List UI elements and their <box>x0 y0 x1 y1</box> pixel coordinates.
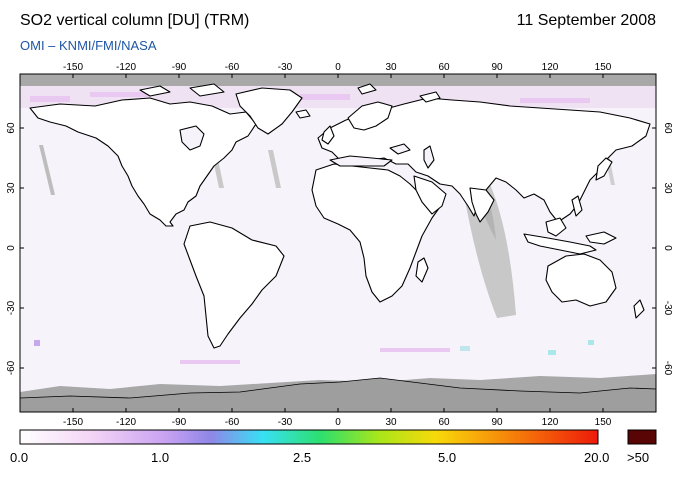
colorbar-overflow-label: >50 <box>627 450 650 465</box>
arctic-island-2 <box>189 83 225 97</box>
lon-tick-label-top: 150 <box>595 62 612 73</box>
africa <box>311 163 443 303</box>
arctic-island-1 <box>139 85 171 97</box>
colorbar-overflow-swatch <box>627 429 657 445</box>
hudson-bay <box>179 125 205 151</box>
lat-tick-label-left: -60 <box>6 360 17 375</box>
black-sea <box>389 143 411 155</box>
lon-tick-label-top: 30 <box>385 62 397 73</box>
madagascar <box>415 257 429 283</box>
lon-tick-label-bottom: -60 <box>225 417 240 428</box>
lon-ticks-top: -150 -120 -90 -60 -30 0 30 60 90 120 150 <box>63 62 612 78</box>
colorbar-tick-label: 2.5 <box>293 450 312 465</box>
lon-tick-label-top: -150 <box>63 62 83 73</box>
lon-tick-label-top: 90 <box>491 62 503 73</box>
lon-tick-label-bottom: -90 <box>172 417 187 428</box>
antarctica <box>20 377 656 412</box>
lon-tick-label-top: -60 <box>225 62 240 73</box>
lon-tick-label-bottom: 90 <box>491 417 503 428</box>
lat-tick-label-left: 60 <box>6 122 17 134</box>
caspian-sea <box>423 145 435 169</box>
colorbar <box>19 429 599 445</box>
lat-tick-label-left: 30 <box>6 182 17 194</box>
lon-tick-label-bottom: 30 <box>385 417 397 428</box>
lat-ticks-right: 60 30 0 -30 -60 <box>652 122 673 376</box>
colorbar-tick-label: 20.0 <box>584 450 610 465</box>
lon-tick-label-bottom: -120 <box>116 417 136 428</box>
india <box>469 187 495 223</box>
lat-tick-label-right: -60 <box>662 361 673 376</box>
philippines <box>571 195 583 217</box>
colorbar-tick-label: 1.0 <box>151 450 170 465</box>
lon-tick-label-bottom: 120 <box>542 417 559 428</box>
map-date: 11 September 2008 <box>516 12 656 29</box>
novaya-zemlya <box>419 91 441 103</box>
mediterranean <box>329 155 393 167</box>
japan <box>595 157 613 181</box>
svalbard <box>357 83 377 95</box>
scandinavia <box>347 101 393 131</box>
lon-ticks-bottom: -150 -120 -90 -60 -30 0 30 60 90 120 150 <box>63 408 612 428</box>
orbit-gap-1 <box>39 145 55 195</box>
lon-tick-label-top: -120 <box>116 62 136 73</box>
arabia <box>413 175 447 215</box>
lat-tick-label-right: 30 <box>662 182 673 194</box>
lat-tick-label-right: 60 <box>662 122 673 134</box>
lon-tick-label-top: -90 <box>172 62 187 73</box>
indonesia <box>523 233 597 255</box>
new-zealand <box>633 299 645 319</box>
borneo <box>545 217 567 237</box>
lon-tick-label-top: 0 <box>335 62 341 73</box>
lat-tick-label-left: -30 <box>6 300 17 315</box>
orbit-gap-4 <box>268 150 281 188</box>
lon-tick-label-top: 60 <box>438 62 450 73</box>
colorbar-tick-label: 5.0 <box>438 450 457 465</box>
new-guinea <box>585 231 617 245</box>
land-outlines <box>29 83 651 349</box>
lat-tick-label-left: 0 <box>6 245 17 251</box>
map-title: SO2 vertical column [DU] (TRM) <box>20 12 250 29</box>
lat-tick-label-right: 0 <box>662 245 673 251</box>
lon-tick-label-bottom: -30 <box>278 417 293 428</box>
lon-tick-label-bottom: 0 <box>335 417 341 428</box>
lon-tick-label-bottom: -150 <box>63 417 83 428</box>
lon-tick-label-bottom: 150 <box>595 417 612 428</box>
eurasia <box>317 97 651 223</box>
united-kingdom <box>321 125 335 145</box>
lat-ticks-left: 60 30 0 -30 -60 <box>6 122 24 375</box>
greenland <box>235 87 303 135</box>
lon-tick-label-top: 120 <box>542 62 559 73</box>
lat-tick-label-right: -30 <box>662 301 673 316</box>
lon-tick-label-bottom: 60 <box>438 417 450 428</box>
south-america <box>183 221 285 349</box>
iceland <box>295 109 311 119</box>
lon-tick-label-top: -30 <box>278 62 293 73</box>
colorbar-tick-label: 0.0 <box>10 450 29 465</box>
map-credit: OMI – KNMI/FMI/NASA <box>20 38 157 53</box>
australia <box>545 253 617 307</box>
